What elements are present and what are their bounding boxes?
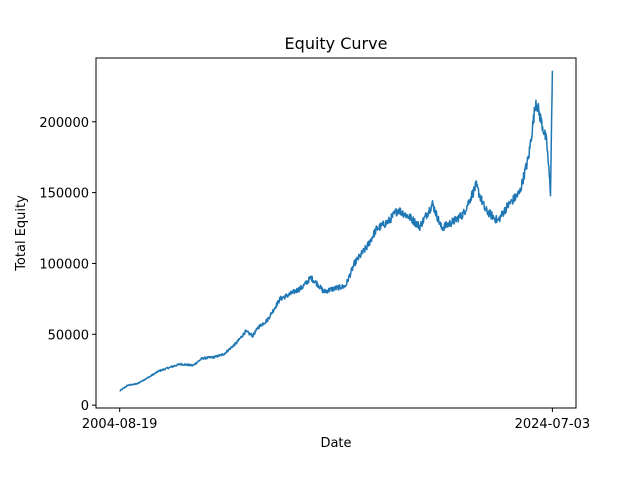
y-tick-label: 0 <box>81 399 89 414</box>
x-axis-label: Date <box>320 436 351 451</box>
y-tick-label: 150000 <box>39 187 89 202</box>
y-tick-label: 200000 <box>39 116 89 131</box>
axis-ticks: 2004-08-19 2024-07-03 0 50000 100000 150000 20… <box>39 116 590 432</box>
x-tick-label: 2004-08-19 <box>82 417 158 432</box>
y-tick-label: 50000 <box>48 328 89 343</box>
series-line-0 <box>119 70 554 392</box>
chart-title: Equity Curve <box>285 34 388 53</box>
x-tick-label: 2024-07-03 <box>515 417 591 432</box>
plot-area <box>119 70 554 392</box>
y-axis-label: Total Equity <box>14 195 29 272</box>
plot-frame <box>95 57 577 409</box>
y-tick-label: 100000 <box>39 257 89 272</box>
